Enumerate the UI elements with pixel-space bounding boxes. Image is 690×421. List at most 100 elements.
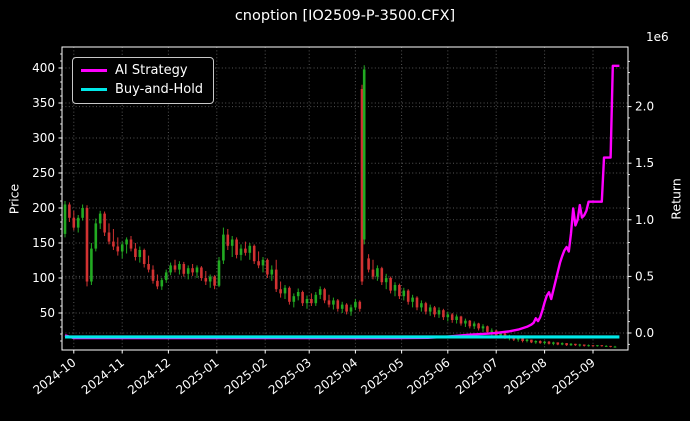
candle-body bbox=[116, 246, 120, 252]
candle-body bbox=[156, 280, 159, 287]
candle-body bbox=[147, 264, 150, 270]
tick-label-return: 0.5 bbox=[635, 269, 654, 283]
candle-body bbox=[164, 272, 168, 281]
candle-body bbox=[296, 292, 300, 297]
candle-body bbox=[534, 341, 538, 343]
legend: AI Strategy Buy-and-Hold bbox=[72, 57, 215, 104]
candle-body bbox=[235, 239, 238, 255]
candle-body bbox=[362, 69, 366, 240]
tick-label-price: 300 bbox=[32, 131, 55, 145]
candle-body bbox=[283, 287, 287, 294]
candle-body bbox=[450, 314, 454, 320]
candle-body bbox=[360, 89, 364, 282]
candle-body bbox=[305, 299, 309, 304]
candle-body bbox=[472, 323, 476, 327]
candle-body bbox=[486, 326, 489, 332]
candle-body bbox=[318, 289, 322, 295]
tick-label-month: 2025-08 bbox=[501, 355, 549, 397]
candle-body bbox=[257, 261, 260, 266]
legend-item-ai-strategy: AI Strategy bbox=[81, 63, 203, 78]
candle-body bbox=[173, 265, 177, 270]
candle-body bbox=[336, 300, 340, 309]
candle-body bbox=[358, 301, 362, 309]
candle-body bbox=[349, 307, 353, 312]
tick-label-price: 350 bbox=[32, 96, 55, 110]
candle-body bbox=[565, 343, 568, 346]
candle-body bbox=[538, 341, 542, 344]
candle-body bbox=[72, 217, 76, 228]
candle-body bbox=[574, 343, 577, 346]
candle-body bbox=[230, 239, 234, 246]
candle-body bbox=[248, 245, 252, 253]
candle-body bbox=[85, 208, 89, 282]
candle-body bbox=[310, 299, 313, 304]
candle-body bbox=[252, 245, 256, 262]
candle-body bbox=[244, 248, 247, 253]
candle-body bbox=[596, 345, 599, 347]
candle-body bbox=[604, 345, 608, 347]
candle-body bbox=[442, 310, 445, 318]
candle-body bbox=[389, 278, 392, 291]
tick-label-month: 2025-01 bbox=[174, 355, 222, 397]
candle-body bbox=[63, 204, 67, 234]
candle-body bbox=[543, 341, 546, 344]
candle-body bbox=[226, 234, 230, 246]
candle-body bbox=[609, 345, 612, 347]
candle-body bbox=[455, 316, 458, 320]
tick-label-month: 2025-03 bbox=[266, 355, 314, 397]
candle-body bbox=[208, 276, 212, 282]
tick-label-price: 400 bbox=[32, 61, 55, 75]
tick-label-month: 2025-02 bbox=[222, 355, 270, 397]
candle-body bbox=[398, 285, 401, 297]
tick-label-return: 2.0 bbox=[635, 100, 654, 114]
candle-body bbox=[327, 300, 331, 305]
tick-label-return: 0.0 bbox=[635, 326, 654, 340]
candle-body bbox=[477, 323, 480, 329]
candle-body bbox=[490, 330, 494, 332]
candle-body bbox=[323, 289, 326, 301]
candle-body bbox=[428, 307, 432, 312]
candle-body bbox=[376, 268, 379, 277]
candle-body bbox=[270, 269, 274, 275]
candle-body bbox=[134, 248, 137, 257]
candle-body bbox=[468, 320, 472, 327]
candle-body bbox=[314, 294, 318, 304]
tick-label-price: 50 bbox=[40, 306, 55, 320]
tick-label-month: 2025-05 bbox=[358, 355, 406, 397]
candle-body bbox=[90, 248, 93, 282]
candle-body bbox=[433, 307, 436, 315]
tick-label-month: 2025-04 bbox=[312, 355, 360, 397]
ai-strategy-line bbox=[64, 64, 620, 340]
candle-body bbox=[125, 239, 128, 245]
tick-label-month: 2024-12 bbox=[125, 355, 173, 397]
buy-and-hold-swatch bbox=[81, 88, 107, 91]
candle-body bbox=[94, 223, 98, 249]
candle-body bbox=[160, 280, 164, 287]
candle-body bbox=[464, 320, 467, 324]
candle-body bbox=[380, 268, 384, 283]
legend-label-buy-and-hold: Buy-and-Hold bbox=[115, 82, 204, 97]
candle-body bbox=[552, 342, 555, 344]
candle-body bbox=[345, 304, 348, 312]
tick-label-return: 1.5 bbox=[635, 156, 654, 170]
candle-body bbox=[261, 259, 265, 266]
candle-body bbox=[446, 314, 450, 318]
candle-body bbox=[98, 213, 102, 224]
tick-label-month: 2024-11 bbox=[79, 355, 127, 397]
candle-body bbox=[556, 342, 560, 345]
candle-body bbox=[301, 292, 304, 304]
candle-body bbox=[437, 310, 441, 315]
candle-body bbox=[292, 296, 296, 302]
candle-body bbox=[481, 326, 485, 329]
candle-body bbox=[81, 208, 84, 218]
candle-body bbox=[371, 269, 375, 277]
candle-body bbox=[138, 250, 142, 257]
tick-label-month: 2025-07 bbox=[453, 355, 501, 397]
candle-body bbox=[178, 264, 181, 270]
candle-body bbox=[200, 267, 203, 278]
candle-body bbox=[600, 345, 604, 347]
candle-body bbox=[525, 339, 529, 341]
candle-body bbox=[217, 260, 221, 286]
candle-body bbox=[420, 303, 423, 308]
